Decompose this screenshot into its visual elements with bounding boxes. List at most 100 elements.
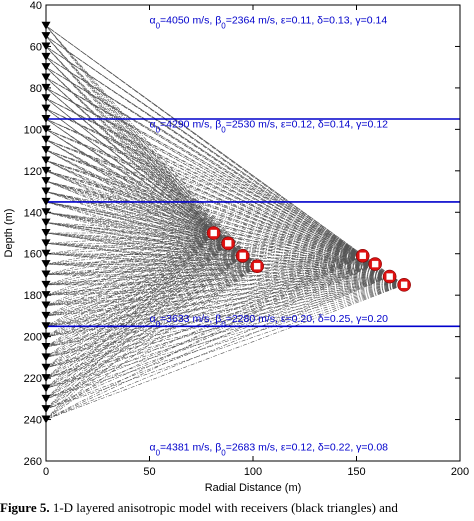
y-tick-label: 100 bbox=[24, 124, 42, 136]
ray-path bbox=[45, 274, 390, 277]
ray-path bbox=[45, 77, 363, 257]
ray-path bbox=[45, 284, 405, 348]
ray-path bbox=[45, 180, 258, 267]
ray-path bbox=[45, 108, 229, 244]
ray-path bbox=[45, 255, 363, 420]
ray-path bbox=[45, 255, 363, 410]
ray-path bbox=[45, 265, 258, 306]
ray-path bbox=[45, 180, 214, 234]
ray-path bbox=[45, 255, 363, 327]
ray-path bbox=[45, 56, 376, 265]
ray-path bbox=[45, 263, 376, 358]
ray-path bbox=[45, 232, 214, 275]
ray-path bbox=[45, 255, 243, 337]
ray-path bbox=[45, 284, 405, 337]
ray-path bbox=[45, 25, 405, 286]
ray-path bbox=[45, 255, 363, 275]
ray-path bbox=[45, 243, 229, 296]
ray-path bbox=[45, 170, 243, 257]
y-tick-label: 60 bbox=[30, 41, 42, 53]
ray-path bbox=[45, 149, 243, 257]
ray-path bbox=[45, 129, 214, 234]
y-tick-label: 140 bbox=[24, 207, 42, 219]
ray-path bbox=[45, 243, 229, 255]
ray-path bbox=[45, 149, 376, 265]
ray-path bbox=[45, 265, 258, 337]
ray-path bbox=[45, 232, 214, 358]
x-tick-label: 200 bbox=[451, 466, 469, 478]
ray-path bbox=[45, 276, 390, 400]
ray-path bbox=[45, 66, 258, 267]
ray-path bbox=[45, 274, 405, 286]
y-tick-label: 260 bbox=[24, 456, 42, 468]
ray-path bbox=[45, 284, 405, 410]
ray-path bbox=[45, 25, 258, 267]
ray-path bbox=[45, 170, 405, 286]
ray-path bbox=[45, 129, 376, 265]
ray-path bbox=[45, 232, 390, 277]
ray-path bbox=[45, 222, 390, 277]
ray-path bbox=[45, 265, 258, 296]
ray-path bbox=[45, 253, 363, 257]
layer-label: α0=4050 m/s, β0=2364 m/s, ε=0.11, δ=0.13… bbox=[150, 15, 388, 31]
ray-path bbox=[45, 243, 229, 286]
ray-path bbox=[45, 98, 376, 265]
x-tick-label: 150 bbox=[347, 466, 365, 478]
ray-path bbox=[45, 263, 376, 348]
y-axis-ticks: 40 60 80 100 120 140 160 180 200 220 240 260 bbox=[24, 0, 460, 468]
ray-path bbox=[45, 284, 405, 369]
ray-path bbox=[45, 284, 405, 296]
ray-path bbox=[45, 211, 363, 257]
ray-path bbox=[45, 211, 376, 265]
ray-path bbox=[45, 255, 243, 410]
ray-path bbox=[45, 232, 363, 257]
ray-path bbox=[45, 191, 258, 267]
ray-path bbox=[45, 46, 363, 257]
ray-path bbox=[45, 263, 376, 296]
ray-path bbox=[45, 243, 229, 327]
ray-path bbox=[45, 98, 258, 267]
ray-path bbox=[45, 276, 390, 286]
ray-path bbox=[45, 180, 376, 265]
ray-path bbox=[45, 222, 229, 244]
y-tick-label: 200 bbox=[24, 332, 42, 344]
ray-path bbox=[45, 108, 405, 286]
ray-path bbox=[45, 129, 363, 257]
ray-path bbox=[45, 255, 243, 358]
ray-path bbox=[45, 66, 405, 286]
ray-path bbox=[45, 263, 376, 317]
ray-path bbox=[45, 170, 390, 277]
ray-path bbox=[45, 255, 243, 265]
x-tick-label: 100 bbox=[244, 466, 262, 478]
ray-path bbox=[45, 149, 229, 244]
ray-path bbox=[45, 46, 258, 267]
source-marker-inner bbox=[210, 229, 217, 237]
source-marker-inner bbox=[239, 252, 246, 260]
figure-caption: Figure 5. 1-D layered anisotropic model … bbox=[0, 500, 474, 521]
ray-path bbox=[45, 243, 229, 389]
y-tick-label: 40 bbox=[30, 0, 42, 12]
ray-path bbox=[45, 265, 258, 358]
ray-path bbox=[45, 284, 405, 306]
ray-path bbox=[45, 222, 258, 267]
source-marker-inner bbox=[224, 240, 232, 247]
ray-path bbox=[45, 255, 363, 265]
ray-path bbox=[45, 276, 390, 410]
ray-path bbox=[45, 160, 363, 257]
ray-path bbox=[45, 46, 229, 244]
ray-path bbox=[45, 276, 390, 369]
ray-path bbox=[45, 160, 214, 234]
ray-path bbox=[45, 46, 376, 265]
ray-path bbox=[45, 255, 243, 389]
ray-path bbox=[45, 118, 229, 244]
ray-path bbox=[45, 263, 376, 286]
ray-path bbox=[45, 276, 390, 358]
ray-path bbox=[45, 160, 390, 277]
ray-path bbox=[45, 263, 376, 420]
ray-path bbox=[45, 243, 229, 306]
ray-path bbox=[45, 56, 405, 286]
ray-path bbox=[45, 160, 243, 257]
ray-path bbox=[45, 56, 229, 244]
ray-path bbox=[45, 255, 363, 286]
layer-label: α0=3633 m/s, β0=2280 m/s, ε=0.20, δ=0.25… bbox=[150, 313, 389, 329]
